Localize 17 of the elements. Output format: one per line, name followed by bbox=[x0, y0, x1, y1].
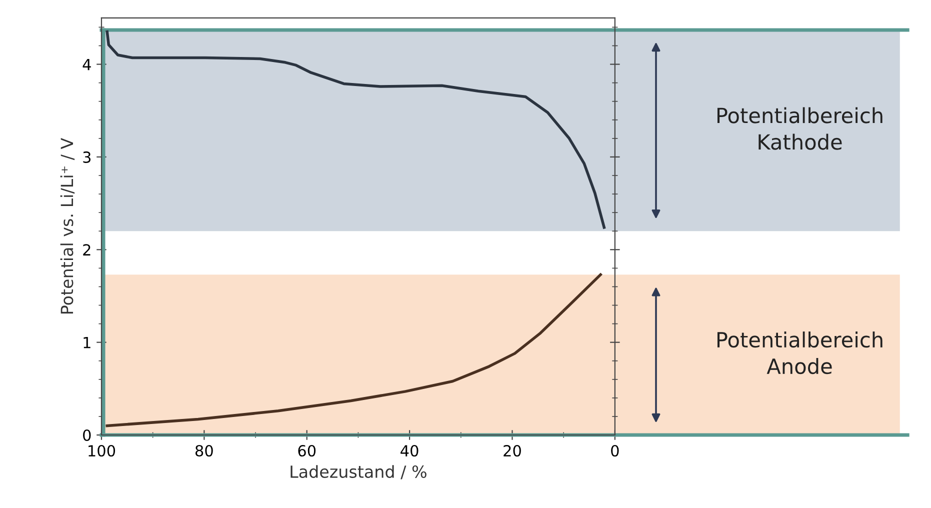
line-series bbox=[106, 273, 602, 428]
y-tick-label: 3 bbox=[83, 151, 91, 163]
band-label: Potentialbereich Anode bbox=[717, 332, 882, 374]
x-axis-title: Ladezustand / % bbox=[290, 465, 426, 480]
y-axis-title: Potential vs. Li/Li⁺ / V bbox=[60, 138, 75, 314]
x-tick-label: 100 bbox=[88, 444, 116, 457]
y-tick-label: 0 bbox=[83, 429, 91, 442]
band-label: Potentialbereich Kathode bbox=[717, 107, 882, 150]
line-series bbox=[106, 30, 606, 229]
x-tick-label: 60 bbox=[298, 444, 316, 457]
y-tick-label: 1 bbox=[84, 336, 90, 348]
x-tick-label: 40 bbox=[400, 444, 418, 457]
x-tick-label: 20 bbox=[504, 444, 521, 457]
y-tick-label: 4 bbox=[82, 58, 91, 70]
x-tick-label: 0 bbox=[611, 444, 619, 457]
x-tick-label: 80 bbox=[195, 444, 213, 457]
y-tick-label: 2 bbox=[83, 244, 90, 256]
